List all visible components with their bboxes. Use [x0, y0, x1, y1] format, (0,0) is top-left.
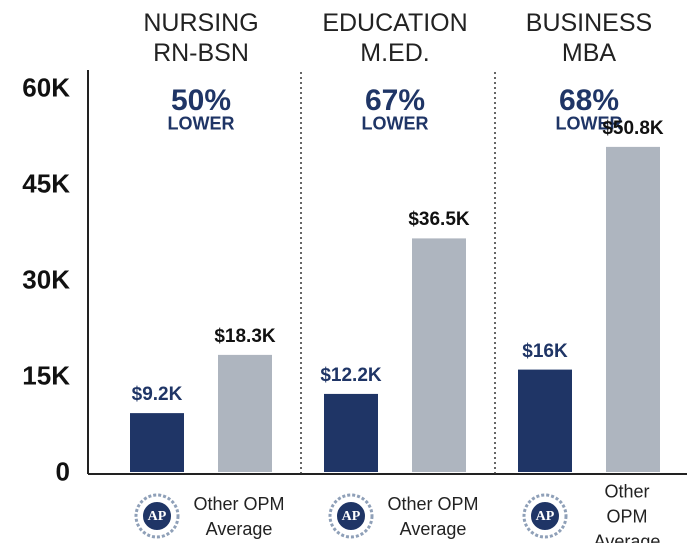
value-label: $36.5K [408, 209, 470, 231]
legend-label: Other OPM Average [593, 481, 661, 543]
value-label: $50.8K [602, 117, 664, 139]
value-label: $12.2K [320, 364, 382, 386]
logo [529, 500, 561, 532]
bar [218, 354, 272, 472]
y-tick-label: 0 [55, 456, 70, 487]
savings-label: LOWER [555, 113, 623, 134]
bar [324, 393, 378, 472]
value-label: $18.3K [214, 325, 276, 347]
group-title: NURSING RN-BSN [143, 9, 259, 67]
bar [130, 413, 184, 472]
logo [335, 500, 367, 532]
y-tick-label: 45K [22, 168, 70, 199]
savings-label: LOWER [361, 113, 429, 134]
bar [606, 146, 660, 472]
legend-label: Other OPM Average [387, 494, 479, 539]
group-title: EDUCATION M.ED. [322, 9, 468, 67]
y-tick-label: 60K [22, 72, 70, 103]
logo-text: AP [535, 509, 555, 524]
y-tick-label: 15K [22, 360, 70, 391]
logo-text: AP [147, 509, 167, 524]
value-label: $9.2K [131, 384, 183, 406]
value-label: $16K [522, 340, 568, 362]
logo-text: AP [341, 509, 361, 524]
bar [412, 238, 466, 472]
logo [141, 500, 173, 532]
savings-label: LOWER [167, 113, 235, 134]
savings-percent: 67% [364, 84, 426, 117]
y-tick-label: 30K [22, 264, 70, 295]
bar [518, 369, 572, 472]
legend-label: Other OPM Average [193, 494, 285, 539]
group-title: BUSINESS MBA [525, 9, 653, 67]
savings-percent: 68% [558, 84, 620, 117]
savings-percent: 50% [170, 84, 232, 117]
